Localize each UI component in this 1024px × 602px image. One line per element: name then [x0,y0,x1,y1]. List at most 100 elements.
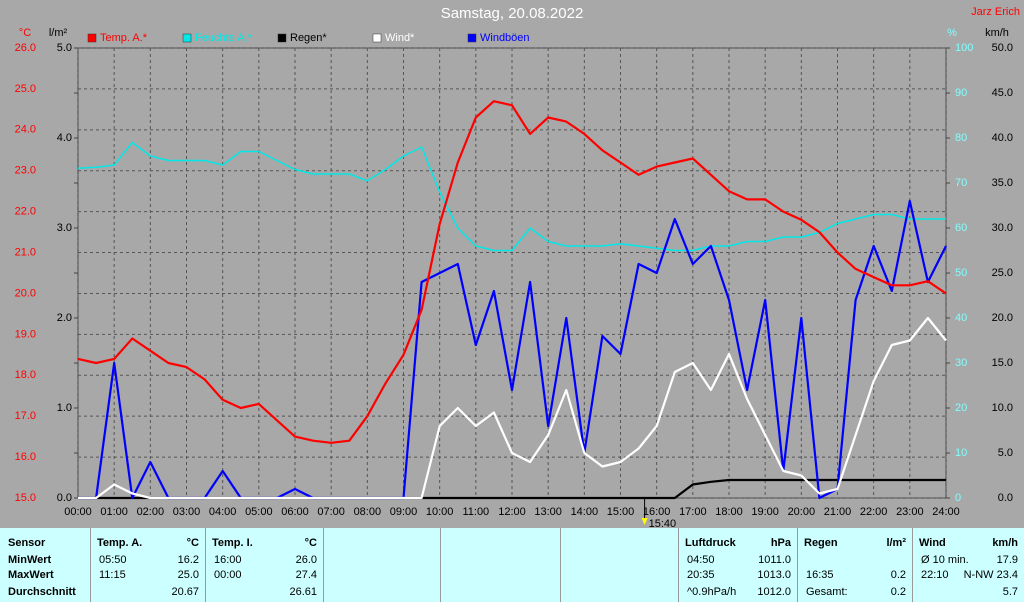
cell-value: 0.2 [890,586,906,598]
x-tick-label: 11:00 [462,506,489,518]
series-line [77,100,947,444]
y-axis-unit: °C [19,27,31,39]
series-line [77,141,946,252]
y4-tick-label: 10.0 [992,402,1013,414]
x-tick-label: 12:00 [498,506,526,518]
y4-tick-label: 25.0 [992,267,1013,279]
summary-cell: Wind km/h Ø 10 min. 17.9 22:10 N-NW 23.4 5.7 [912,528,1024,602]
x-tick-label: 15:00 [607,506,635,518]
legend-swatch [372,33,382,43]
x-tick-label: 22:00 [860,506,888,518]
y4-tick-label: 0.0 [998,492,1013,504]
y4-tick-label: 5.0 [998,447,1013,459]
column-unit: l/m² [886,537,906,549]
summary-cell [560,528,678,602]
y2-tick-label: 5.0 [57,42,72,54]
y2-tick-label: 0.0 [57,492,72,504]
cell-time: 04:50 [687,554,715,566]
y4-tick-label: 15.0 [992,357,1013,369]
author: Jarz Erich [971,6,1020,18]
now-marker [641,518,648,525]
y-tick-label: 17.0 [15,410,36,422]
row-label: Durchschnitt [8,586,76,598]
cell-time: 16:35 [806,569,834,581]
column-header: Temp. A. [97,537,143,549]
y2-tick-label: 1.0 [57,402,72,414]
summary-cell: Temp. A. °C 05:50 16.2 11:15 25.0 20.67 [90,528,205,602]
row-label: MinWert [8,554,52,566]
summary-cell: Regen l/m² 16:35 0.2 Gesamt: 0.2 [797,528,912,602]
cell-value: 20.67 [171,586,199,598]
legend-label: Temp. A.* [100,32,148,44]
cell-value: 26.0 [295,554,317,566]
y-tick-label: 21.0 [15,246,36,258]
x-tick-label: 21:00 [824,506,852,518]
summary-cell [323,528,440,602]
x-tick-label: 18:00 [715,506,743,518]
y2-tick-label: 4.0 [57,132,72,144]
column-header: Wind [919,537,946,549]
summary-cell [440,528,560,602]
legend-label: Windböen [480,32,530,44]
y-tick-label: 23.0 [15,165,36,177]
y2-tick-label: 2.0 [57,312,72,324]
y3-tick-label: 90 [955,87,967,99]
cell-value: 1011.0 [758,554,791,566]
y3-tick-label: 60 [955,222,967,234]
cell-value: 16.2 [177,554,199,566]
chart: Samstag, 20.08.2022 Jarz Erich °C l/m² %… [15,5,1020,528]
y4-tick-label: 40.0 [992,132,1013,144]
y-tick-label: 26.0 [15,42,36,54]
x-tick-label: 06:00 [281,506,309,518]
legend-label: Regen* [290,32,327,44]
y2-axis-unit: l/m² [49,27,68,39]
legend-label: Feuchte A.* [195,32,253,44]
y3-tick-label: 70 [955,177,967,189]
y4-axis-unit: km/h [985,27,1009,39]
row-label: MaxWert [8,569,54,581]
cell-value: 25.0 [177,569,199,581]
legend-swatch [277,33,287,43]
cell-time: Gesamt: [806,586,848,598]
column-header: Luftdruck [685,537,736,549]
legend-swatch [182,33,192,43]
y3-tick-label: 0 [955,492,961,504]
row-label: Sensor [8,537,46,549]
x-tick-label: 16:00 [643,506,671,518]
y3-axis-unit: % [947,27,957,39]
cell-time: 05:50 [99,554,127,566]
x-tick-label: 13:00 [534,506,562,518]
y3-tick-label: 30 [955,357,967,369]
y4-tick-label: 45.0 [992,87,1013,99]
y-tick-label: 25.0 [15,83,36,95]
y3-tick-label: 100 [955,42,973,54]
x-tick-label: 23:00 [896,506,924,518]
chart-title: Samstag, 20.08.2022 [441,5,584,22]
y-tick-label: 16.0 [15,451,36,463]
y-tick-label: 20.0 [15,287,36,299]
x-tick-label: 09:00 [390,506,418,518]
cell-time: 11:15 [99,569,126,581]
column-header: Temp. I. [212,537,253,549]
cell-value: 26.61 [289,586,317,598]
legend-swatch [87,33,97,43]
x-tick-label: 00:00 [64,506,92,518]
x-tick-label: 20:00 [788,506,816,518]
y-tick-label: 18.0 [15,369,36,381]
cell-time: 00:00 [214,569,242,581]
now-label: 15:40 [649,518,677,528]
cell-value: N-NW 23.4 [963,569,1018,581]
cell-time: ^0.9hPa/h [687,586,737,598]
summary-cell: Luftdruck hPa 04:50 1011.0 20:35 1013.0 ^0.9hP… [678,528,797,602]
y4-tick-label: 30.0 [992,222,1013,234]
cell-value: 1012.0 [757,586,791,598]
cell-time: 22:10 [921,569,949,581]
y3-tick-label: 40 [955,312,967,324]
series-line [78,316,947,500]
x-tick-label: 04:00 [209,506,237,518]
x-tick-label: 07:00 [317,506,345,518]
cell-time: 20:35 [687,569,715,581]
y3-tick-label: 50 [955,267,967,279]
column-unit: hPa [770,537,791,549]
y-tick-label: 19.0 [15,328,36,340]
